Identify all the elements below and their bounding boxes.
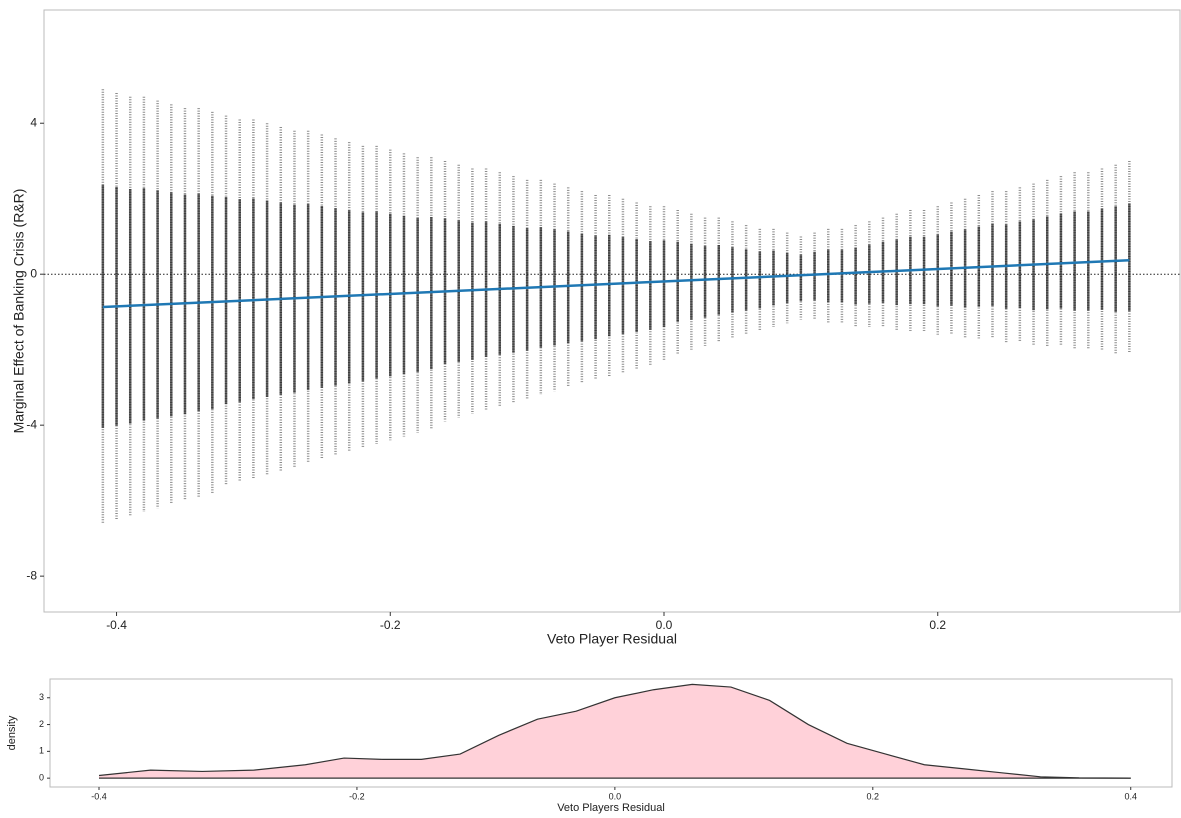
y-axis-title: density — [6, 715, 18, 750]
x-axis-title: Veto Player Residual — [547, 631, 677, 647]
y-tick-label: 0 — [30, 266, 37, 280]
y-tick-label: -4 — [26, 417, 37, 431]
x-tick-label: -0.2 — [349, 792, 365, 802]
x-tick-label: 0.2 — [867, 792, 880, 802]
x-axis-title: Veto Players Residual — [557, 802, 665, 814]
x-tick-label: -0.4 — [91, 792, 107, 802]
y-tick-label: -8 — [26, 568, 37, 582]
fit-line — [102, 258, 1130, 309]
y-tick-label: 2 — [39, 719, 44, 729]
x-tick-label: -0.4 — [106, 618, 127, 632]
y-tick-label: 3 — [39, 692, 44, 702]
y-tick-label: 1 — [39, 746, 44, 756]
density-line — [98, 683, 1131, 779]
density-area — [99, 684, 1131, 779]
x-tick-label: 0.0 — [656, 618, 673, 632]
x-tick-label: -0.2 — [380, 618, 401, 632]
x-tick-label: 0.2 — [929, 618, 946, 632]
panel — [43, 9, 1181, 613]
y-tick-label: 4 — [30, 115, 37, 129]
x-tick-label: 0.4 — [1124, 792, 1137, 802]
y-tick-label: 0 — [39, 773, 44, 783]
x-tick-label: 0.0 — [609, 792, 622, 802]
y-axis-title: Marginal Effect of Banking Crisis (R&R) — [11, 189, 27, 434]
